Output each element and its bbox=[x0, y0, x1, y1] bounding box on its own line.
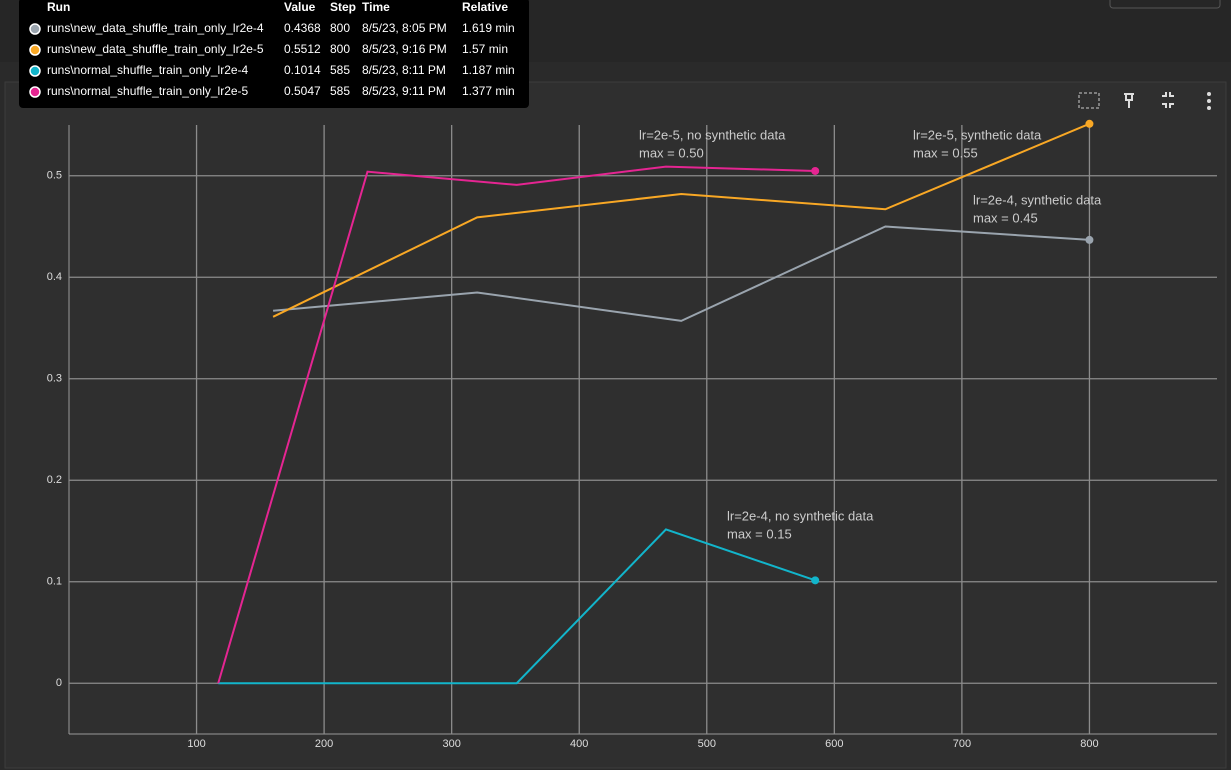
card bbox=[4, 81, 1227, 769]
x-tick-label: 500 bbox=[698, 738, 716, 750]
y-tick-label: 0.3 bbox=[47, 373, 62, 385]
tooltip-cell: 0.1014 bbox=[284, 63, 321, 77]
legend-label: runs\normal_shuffle_train_only_lr2e-5 bbox=[47, 84, 249, 98]
x-tick-label: 800 bbox=[1080, 738, 1098, 750]
tooltip-cell: 800 bbox=[330, 42, 350, 56]
tooltip-header: Relative bbox=[462, 0, 508, 14]
legend-swatch bbox=[29, 23, 41, 35]
tooltip: Run Value Step Time Relative runs\new_data_sh… bbox=[19, 0, 529, 108]
toolbar-button[interactable] bbox=[1109, 0, 1221, 9]
x-tick-label: 200 bbox=[315, 738, 333, 750]
legend-swatch bbox=[29, 44, 41, 56]
end-marker bbox=[811, 576, 820, 585]
tooltip-cell: 8/5/23, 8:05 PM bbox=[362, 21, 447, 35]
x-tick-label: 100 bbox=[187, 738, 205, 750]
tooltip-cell: 0.5047 bbox=[284, 84, 321, 98]
collapse-button[interactable] bbox=[1162, 92, 1174, 108]
end-marker bbox=[1085, 119, 1094, 128]
annotation: lr=2e-4, no synthetic data bbox=[727, 508, 874, 523]
tooltip-cell: 1.57 min bbox=[462, 42, 508, 56]
series-line bbox=[217, 165, 816, 684]
tooltip-header: Run bbox=[47, 0, 70, 14]
tooltip-header: Time bbox=[362, 0, 390, 14]
pin-button[interactable] bbox=[1124, 93, 1134, 108]
tooltip-header: Value bbox=[284, 0, 316, 14]
tooltip-cell: 1.187 min bbox=[462, 63, 515, 77]
y-tick-label: 0.4 bbox=[47, 271, 62, 283]
series-line bbox=[272, 122, 1090, 318]
y-tick-label: 0 bbox=[56, 677, 62, 689]
series-line bbox=[272, 225, 1090, 322]
end-marker bbox=[1085, 235, 1094, 244]
y-tick-label: 0.1 bbox=[47, 576, 62, 588]
tooltip-cell: 800 bbox=[330, 21, 350, 35]
annotation: max = 0.45 bbox=[973, 210, 1038, 225]
annotation: max = 0.15 bbox=[727, 526, 792, 541]
annotation: lr=2e-5, synthetic data bbox=[913, 127, 1042, 142]
annotation: max = 0.55 bbox=[913, 145, 978, 160]
legend-label: runs\normal_shuffle_train_only_lr2e-4 bbox=[47, 63, 249, 77]
tooltip-cell: 0.4368 bbox=[284, 21, 321, 35]
tooltip-cell: 8/5/23, 9:11 PM bbox=[362, 84, 446, 98]
tooltip-cell: 1.619 min bbox=[462, 21, 515, 35]
end-marker bbox=[811, 166, 820, 175]
annotation: max = 0.50 bbox=[639, 145, 704, 160]
x-tick-label: 700 bbox=[953, 738, 971, 750]
menu-button[interactable] bbox=[1207, 92, 1211, 110]
y-tick-label: 0.2 bbox=[47, 474, 62, 486]
tooltip-cell: 8/5/23, 9:16 PM bbox=[362, 42, 447, 56]
tooltip-header: Step bbox=[330, 0, 356, 14]
legend-swatch bbox=[29, 65, 41, 77]
tooltip-cell: 585 bbox=[330, 84, 350, 98]
y-tick-label: 0.5 bbox=[47, 170, 62, 182]
fit-button[interactable] bbox=[1078, 92, 1100, 109]
legend-swatch bbox=[29, 86, 41, 98]
x-tick-label: 400 bbox=[570, 738, 588, 750]
series-line bbox=[218, 528, 816, 685]
x-tick-label: 300 bbox=[442, 738, 460, 750]
annotation: lr=2e-5, no synthetic data bbox=[639, 127, 786, 142]
tooltip-cell: 0.5512 bbox=[284, 42, 321, 56]
annotation: lr=2e-4, synthetic data bbox=[973, 192, 1102, 207]
legend-label: runs\new_data_shuffle_train_only_lr2e-4 bbox=[47, 21, 264, 35]
card-toolbar bbox=[1078, 92, 1211, 110]
plot: 100 200 300 400 500 600 700 800 0 0.1 0.2 0.3 0.4 0.5… bbox=[47, 119, 1217, 750]
tooltip-cell: 585 bbox=[330, 63, 350, 77]
tooltip-box bbox=[19, 0, 529, 108]
x-tick-label: 600 bbox=[825, 738, 843, 750]
tooltip-cell: 1.377 min bbox=[462, 84, 515, 98]
legend-label: runs\new_data_shuffle_train_only_lr2e-5 bbox=[47, 42, 264, 56]
tooltip-cell: 8/5/23, 8:11 PM bbox=[362, 63, 446, 77]
